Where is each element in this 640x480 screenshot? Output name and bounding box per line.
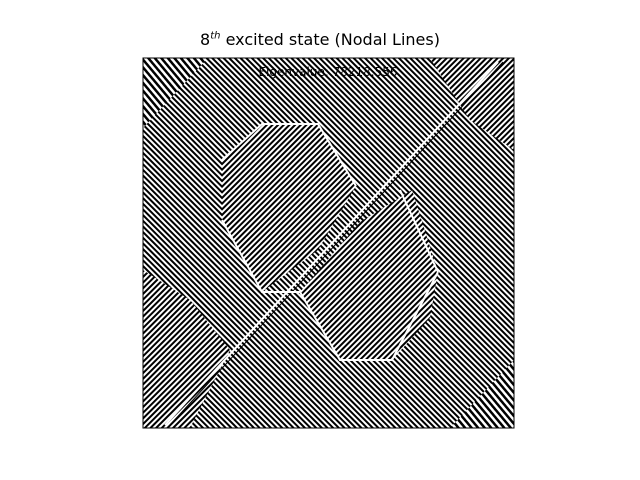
pattern-region-lower-left [143, 270, 230, 428]
pattern-region-lower-right [300, 190, 438, 360]
pattern-region-upper-right [430, 58, 514, 150]
nodal-line-diagonal-edge [169, 61, 504, 426]
title-superscript: th [210, 30, 221, 42]
title-rest: excited state (Nodal Lines) [220, 30, 440, 49]
nodal-pattern [143, 58, 514, 428]
nodal-line-diagonal [164, 61, 499, 426]
pattern-region-corner-top-left [143, 58, 208, 128]
chart-title: 8th excited state (Nodal Lines) [0, 30, 640, 49]
nodal-line-middle [221, 219, 300, 293]
nodal-line-right [399, 189, 439, 273]
title-base: 8 [200, 30, 211, 49]
pattern-region-corner-bottom-right [450, 360, 514, 428]
nodal-line-lower-right [299, 271, 439, 361]
plot-frame [142, 57, 515, 429]
pattern-region-upper-left [222, 124, 356, 292]
eigenvalue-annotation: Eigenvalue: 78218.556 [258, 65, 397, 79]
nodal-line-upper-left [221, 123, 357, 187]
